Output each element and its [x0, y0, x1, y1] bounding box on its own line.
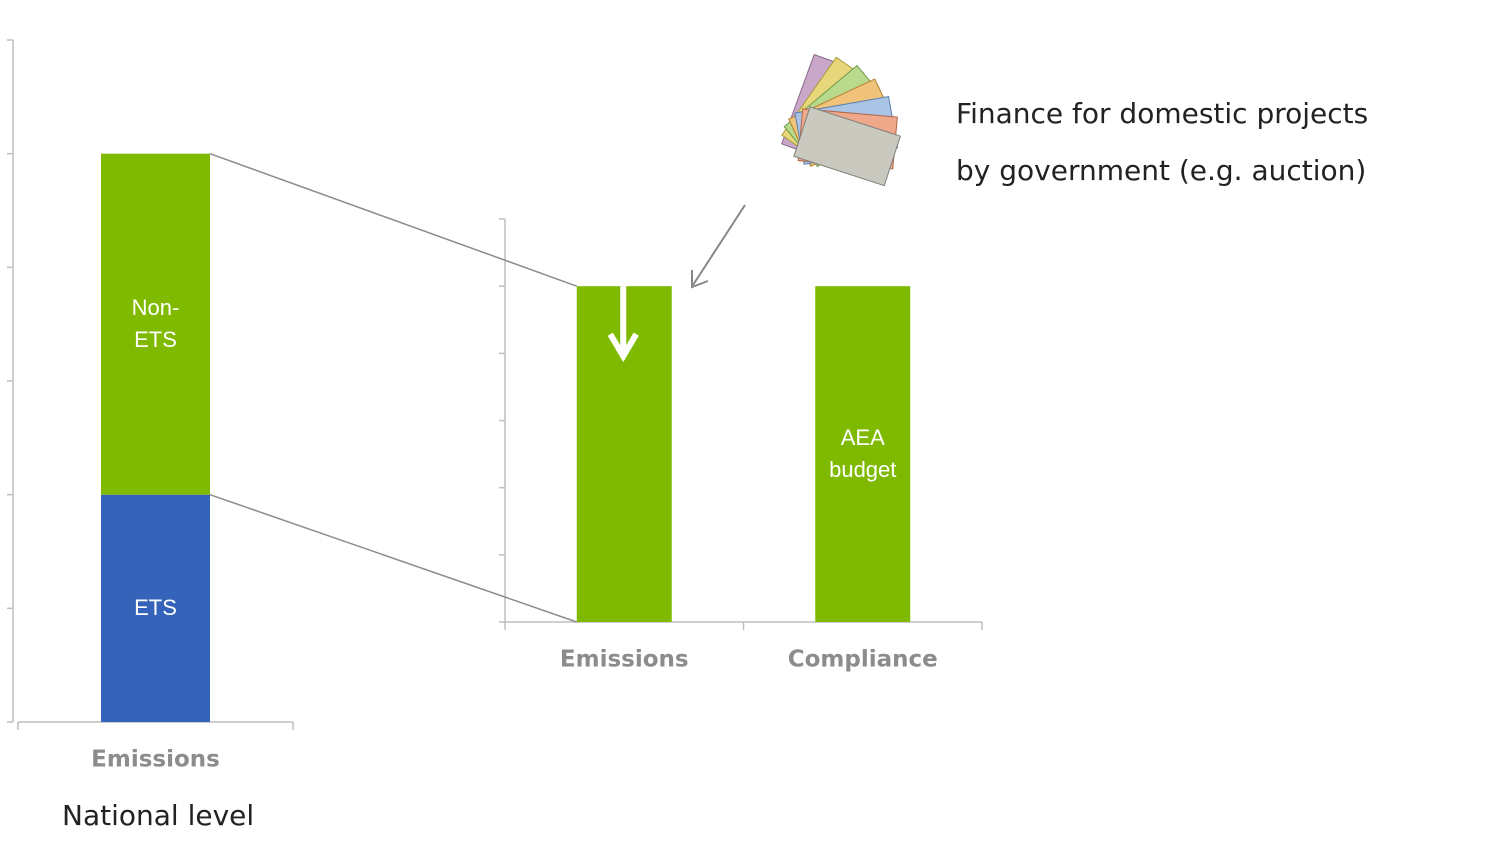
x-tick-label: Emissions [560, 647, 689, 673]
annotation-line: by government (e.g. auction) [956, 145, 1366, 197]
connector-line [210, 154, 577, 286]
banknotes-illustration [782, 55, 901, 186]
bar-label: AEA budget [815, 422, 911, 486]
connector-line [210, 495, 577, 622]
annotation-line: Finance for domestic projects [956, 88, 1368, 140]
x-tick-label: Compliance [788, 647, 938, 673]
segment-label: ETS [116, 592, 196, 624]
segment-label: Non-ETS [116, 292, 196, 356]
page: {"chart_data": [ {"type": "stacked-bar",… [0, 0, 1487, 859]
finance-arrow [693, 205, 745, 285]
x-tick-label: Emissions [91, 747, 220, 773]
caption: National level [62, 790, 254, 842]
